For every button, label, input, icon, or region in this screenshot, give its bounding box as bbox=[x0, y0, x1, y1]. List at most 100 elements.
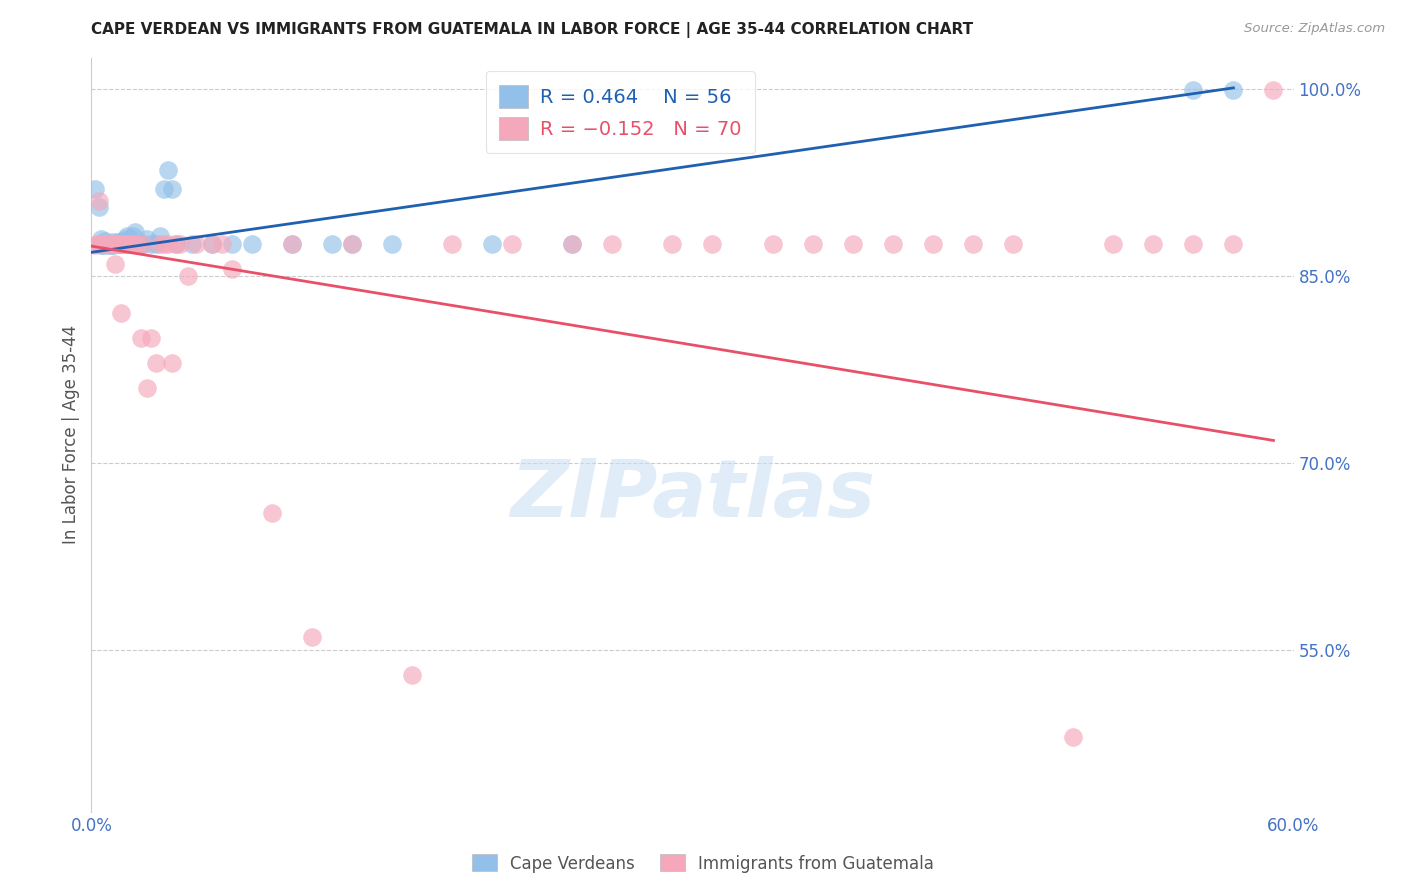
Point bbox=[122, 229, 145, 244]
Point bbox=[1001, 236, 1024, 251]
Point bbox=[98, 236, 121, 251]
Point bbox=[98, 236, 121, 251]
Point bbox=[118, 236, 141, 251]
Point bbox=[201, 236, 224, 251]
Point bbox=[145, 236, 167, 251]
Point bbox=[301, 630, 323, 644]
Point bbox=[1182, 83, 1205, 97]
Point bbox=[762, 236, 785, 251]
Point bbox=[104, 236, 127, 251]
Point bbox=[127, 236, 149, 251]
Point bbox=[481, 236, 503, 251]
Point bbox=[96, 236, 118, 251]
Point bbox=[96, 238, 118, 252]
Point bbox=[132, 236, 155, 251]
Point bbox=[93, 236, 115, 251]
Point bbox=[440, 236, 463, 251]
Point bbox=[1182, 236, 1205, 251]
Point bbox=[108, 236, 131, 251]
Point bbox=[132, 236, 155, 251]
Point bbox=[141, 331, 163, 345]
Point bbox=[169, 236, 191, 251]
Point bbox=[108, 236, 131, 251]
Point bbox=[702, 236, 724, 251]
Point bbox=[103, 235, 125, 250]
Point bbox=[122, 236, 145, 251]
Point bbox=[93, 238, 115, 252]
Point bbox=[114, 232, 136, 246]
Point bbox=[156, 163, 179, 178]
Point bbox=[127, 236, 149, 251]
Point bbox=[148, 229, 170, 244]
Point bbox=[103, 236, 125, 251]
Point bbox=[221, 261, 243, 276]
Point bbox=[180, 236, 202, 251]
Point bbox=[141, 236, 163, 251]
Point bbox=[94, 234, 117, 248]
Point bbox=[201, 236, 224, 251]
Point bbox=[211, 236, 233, 251]
Point bbox=[90, 236, 112, 251]
Point bbox=[112, 234, 135, 248]
Point bbox=[136, 381, 159, 395]
Point bbox=[962, 236, 984, 251]
Point bbox=[89, 201, 111, 215]
Point bbox=[260, 506, 283, 520]
Y-axis label: In Labor Force | Age 35-44: In Labor Force | Age 35-44 bbox=[62, 326, 80, 544]
Point bbox=[114, 236, 136, 251]
Point bbox=[882, 236, 904, 251]
Point bbox=[160, 182, 183, 196]
Point bbox=[100, 236, 122, 251]
Point bbox=[602, 236, 624, 251]
Point bbox=[401, 667, 423, 681]
Point bbox=[89, 194, 111, 209]
Point bbox=[86, 236, 108, 251]
Point bbox=[100, 238, 122, 252]
Point bbox=[117, 236, 139, 251]
Point bbox=[136, 232, 159, 246]
Point bbox=[110, 306, 132, 320]
Point bbox=[841, 236, 863, 251]
Point bbox=[121, 236, 143, 251]
Point bbox=[100, 236, 122, 251]
Point bbox=[107, 236, 129, 251]
Point bbox=[184, 236, 207, 251]
Point bbox=[156, 236, 179, 251]
Point bbox=[165, 236, 187, 251]
Point bbox=[117, 229, 139, 244]
Point bbox=[100, 238, 122, 252]
Legend: R = 0.464    N = 56, R = −0.152   N = 70: R = 0.464 N = 56, R = −0.152 N = 70 bbox=[485, 71, 755, 153]
Point bbox=[90, 232, 112, 246]
Point bbox=[96, 236, 118, 251]
Point bbox=[340, 236, 363, 251]
Point bbox=[1222, 83, 1244, 97]
Point bbox=[561, 236, 583, 251]
Point bbox=[103, 238, 125, 252]
Point bbox=[107, 236, 129, 251]
Point bbox=[124, 236, 146, 251]
Point bbox=[381, 236, 404, 251]
Point bbox=[94, 236, 117, 251]
Point bbox=[94, 236, 117, 251]
Point bbox=[84, 182, 107, 196]
Point bbox=[110, 235, 132, 250]
Point bbox=[104, 236, 127, 251]
Point bbox=[145, 356, 167, 370]
Point bbox=[321, 236, 343, 251]
Point bbox=[176, 268, 198, 283]
Point bbox=[131, 236, 153, 251]
Point bbox=[96, 236, 118, 251]
Point bbox=[84, 238, 107, 252]
Point bbox=[98, 236, 121, 251]
Point bbox=[281, 236, 304, 251]
Point bbox=[1222, 236, 1244, 251]
Point bbox=[131, 331, 153, 345]
Point bbox=[93, 236, 115, 251]
Point bbox=[107, 236, 129, 251]
Point bbox=[160, 356, 183, 370]
Point bbox=[124, 226, 146, 240]
Point bbox=[107, 235, 129, 250]
Point bbox=[98, 236, 121, 251]
Legend: Cape Verdeans, Immigrants from Guatemala: Cape Verdeans, Immigrants from Guatemala bbox=[465, 847, 941, 880]
Point bbox=[104, 256, 127, 270]
